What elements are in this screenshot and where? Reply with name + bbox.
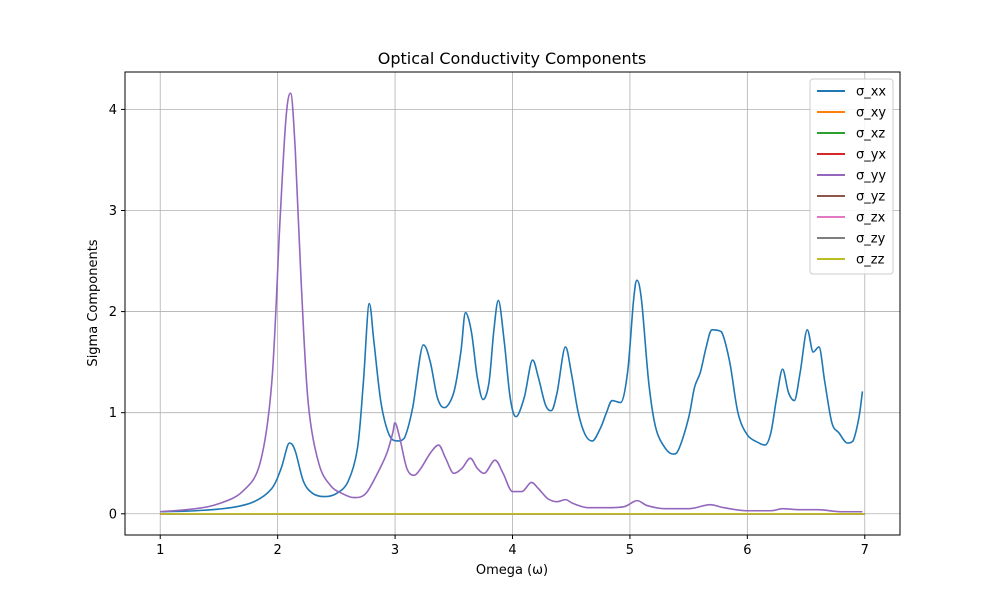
legend-label-sigma-yy: σ_yy — [856, 169, 886, 184]
x-tick-label: 7 — [861, 543, 869, 558]
legend-label-sigma-zy: σ_zy — [856, 232, 886, 247]
y-axis-ticks: 0 1 2 3 4 — [109, 103, 125, 522]
legend: σ_xx σ_xy σ_xz σ_yx σ_yy σ_yz σ_zx σ_zy σ_zz — [809, 78, 894, 275]
y-tick-label: 0 — [109, 507, 117, 522]
legend-label-sigma-xz: σ_xz — [856, 127, 885, 142]
x-tick-label: 1 — [156, 543, 164, 558]
series-line-sigma-yy — [160, 92, 863, 513]
x-axis-label: Omega (ω) — [476, 563, 548, 578]
y-tick-label: 4 — [109, 103, 117, 118]
x-axis-ticks: 1 2 3 4 5 6 7 — [156, 535, 869, 558]
legend-label-sigma-yz: σ_yz — [856, 190, 885, 205]
plot-lines — [160, 92, 865, 515]
y-tick-label: 3 — [109, 204, 117, 219]
x-tick-label: 2 — [274, 543, 282, 558]
legend-label-sigma-zx: σ_zx — [856, 211, 886, 226]
x-tick-label: 6 — [743, 543, 751, 558]
legend-label-sigma-yx: σ_yx — [856, 148, 886, 163]
legend-box — [809, 78, 894, 275]
legend-label-sigma-xy: σ_xy — [856, 106, 886, 121]
y-axis-label: Sigma Components — [86, 239, 101, 366]
x-tick-label: 4 — [508, 543, 516, 558]
y-tick-label: 1 — [109, 406, 117, 421]
chart-title: Optical Conductivity Components — [378, 49, 646, 68]
x-tick-label: 5 — [626, 543, 634, 558]
series-line-sigma-xx — [160, 279, 864, 513]
legend-label-sigma-zz: σ_zz — [856, 253, 885, 268]
y-tick-label: 2 — [109, 305, 117, 320]
x-tick-label: 3 — [391, 543, 399, 558]
legend-label-sigma-xx: σ_xx — [856, 85, 886, 100]
